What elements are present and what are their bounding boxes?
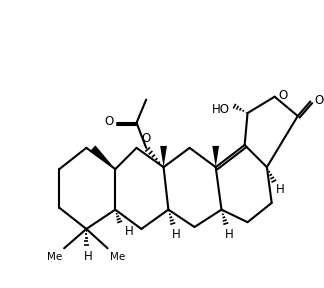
Text: H: H bbox=[172, 228, 180, 241]
Polygon shape bbox=[160, 146, 167, 167]
Text: O: O bbox=[104, 115, 113, 128]
Text: H: H bbox=[124, 225, 133, 238]
Text: O: O bbox=[278, 89, 288, 102]
Text: Me: Me bbox=[47, 252, 62, 262]
Text: O: O bbox=[142, 132, 151, 145]
Text: H: H bbox=[225, 228, 234, 241]
Text: H: H bbox=[276, 183, 285, 196]
Text: O: O bbox=[314, 94, 323, 107]
Text: Me: Me bbox=[110, 252, 125, 262]
Polygon shape bbox=[212, 146, 219, 167]
Polygon shape bbox=[91, 145, 115, 169]
Text: H: H bbox=[84, 250, 93, 263]
Text: HO: HO bbox=[212, 103, 230, 116]
